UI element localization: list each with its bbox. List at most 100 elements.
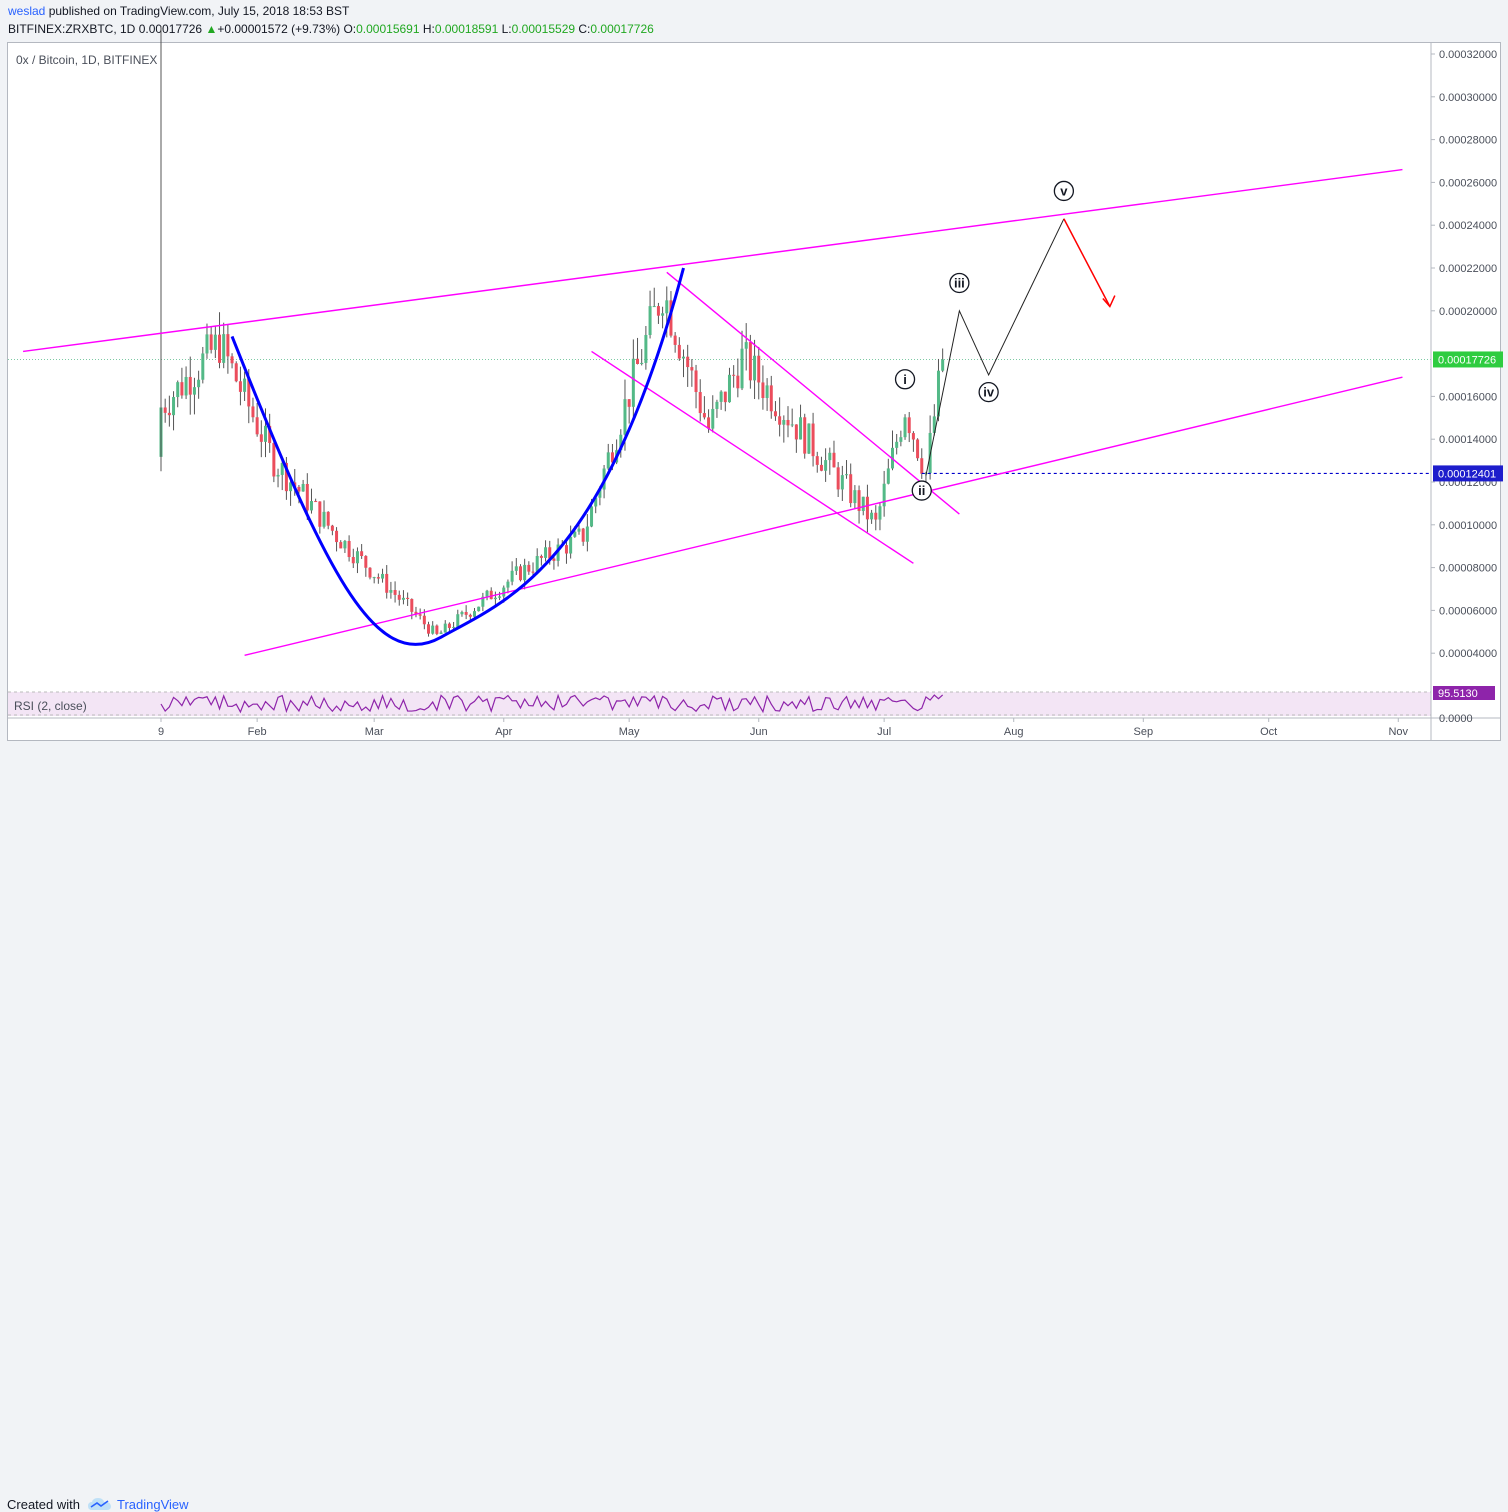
candle-body [690, 367, 694, 371]
candle-body [636, 358, 640, 364]
candle-body [218, 334, 222, 363]
candle-body [686, 356, 690, 368]
candle-body [389, 590, 393, 593]
candle-body [318, 501, 322, 527]
candle-body [744, 342, 748, 349]
candle-body [665, 300, 669, 314]
candle-body [251, 406, 255, 418]
candle-body [485, 590, 489, 597]
x-tick-label: May [619, 726, 640, 738]
pane-title: 0x / Bitcoin, 1D, BITFINEX [16, 53, 158, 67]
wave-label-circle [949, 272, 970, 294]
candle-body [343, 540, 347, 549]
chart-frame[interactable] [7, 42, 1501, 741]
candle-body [326, 511, 330, 526]
falling-channel-upper [666, 271, 960, 515]
candle-body [523, 564, 527, 581]
candle-body [857, 490, 861, 511]
author-link[interactable]: weslad [8, 4, 46, 18]
candle-body [569, 536, 573, 554]
candle-body [531, 571, 535, 573]
candle-body [778, 416, 782, 425]
candle-body [627, 399, 631, 407]
tradingview-link[interactable]: TradingView [117, 1497, 189, 1512]
candle-body [410, 598, 414, 612]
rsi-line [160, 693, 944, 714]
chart-header: weslad published on TradingView.com, Jul… [0, 0, 1508, 40]
candle-body [564, 545, 568, 554]
candle-body [167, 412, 171, 416]
candle-body [573, 531, 577, 537]
y-tick-label: 0.00032000 [1439, 49, 1497, 61]
candle-body [853, 490, 857, 504]
wave-label-circle [911, 480, 932, 501]
wave-projection-path [925, 218, 1065, 476]
candle-body [330, 525, 334, 531]
candle-body [435, 625, 439, 634]
candle-body [385, 573, 389, 593]
candle-body [619, 434, 623, 451]
candle-body [590, 506, 594, 527]
candle-body [815, 456, 819, 465]
candle-body [753, 355, 757, 381]
candle-body [539, 556, 543, 558]
down-arrow-shaft [1063, 218, 1111, 307]
y-tick-label: 0.00026000 [1439, 177, 1497, 189]
x-tick-label: Mar [365, 726, 384, 738]
publish-text: published on TradingView.com, July 15, 2… [45, 4, 350, 18]
candle-body [861, 496, 865, 511]
candle-body [585, 526, 589, 542]
candle-body [259, 434, 263, 442]
candle-body [305, 483, 309, 511]
candle-body [368, 567, 372, 578]
x-tick-label: Feb [248, 726, 267, 738]
upper-channel-line [22, 168, 1403, 353]
x-tick-label: Sep [1134, 726, 1154, 738]
candle-body [677, 344, 681, 359]
candle-body [493, 597, 497, 600]
candle-body [723, 391, 727, 403]
candle-body [556, 544, 560, 561]
candle-body [205, 334, 209, 354]
candle-body [606, 452, 610, 469]
candle-body [916, 439, 920, 459]
rounding-bottom-curve [230, 267, 685, 646]
candle-body [836, 467, 840, 490]
candle-body [176, 382, 180, 398]
wave-label-iv: iv [983, 385, 995, 400]
candle-body [840, 475, 844, 490]
candle-body [489, 590, 493, 600]
wave-label-circle [1053, 180, 1075, 202]
candle-body [439, 632, 443, 634]
candle-body [661, 313, 665, 316]
candle-body [197, 379, 201, 388]
candle-body [727, 374, 731, 403]
candle-body [765, 385, 769, 399]
symbol-label[interactable]: BITFINEX:ZRXBTC, 1D [8, 22, 136, 36]
candle-body [673, 335, 677, 345]
candle-body [656, 306, 660, 316]
candle-body [623, 399, 627, 435]
candle-body [807, 423, 811, 454]
y-tick-label: 0.00004000 [1439, 648, 1497, 660]
y-tick-label: 0.00028000 [1439, 135, 1497, 147]
candle-body [631, 358, 635, 407]
candle-body [698, 392, 702, 414]
high-label: H: [422, 22, 435, 36]
candle-body [460, 611, 464, 615]
candle-body [172, 397, 176, 416]
close-value: 0.00017726 [590, 22, 654, 36]
x-tick-label: Jul [877, 726, 891, 738]
ohlc-legend: BITFINEX:ZRXBTC, 1D 0.00017726 ▲+0.00001… [8, 22, 654, 36]
candle-body [644, 334, 648, 363]
candle-body [882, 483, 886, 507]
tradingview-cloud-icon [88, 1498, 111, 1510]
candle-body [498, 596, 502, 598]
y-tick-label: 0.00010000 [1439, 520, 1497, 532]
support-price-tag-bg [1433, 465, 1503, 482]
candle-body [832, 452, 836, 468]
candle-body [715, 401, 719, 409]
x-tick-label: Jun [750, 726, 768, 738]
publish-info: weslad published on TradingView.com, Jul… [8, 4, 349, 18]
